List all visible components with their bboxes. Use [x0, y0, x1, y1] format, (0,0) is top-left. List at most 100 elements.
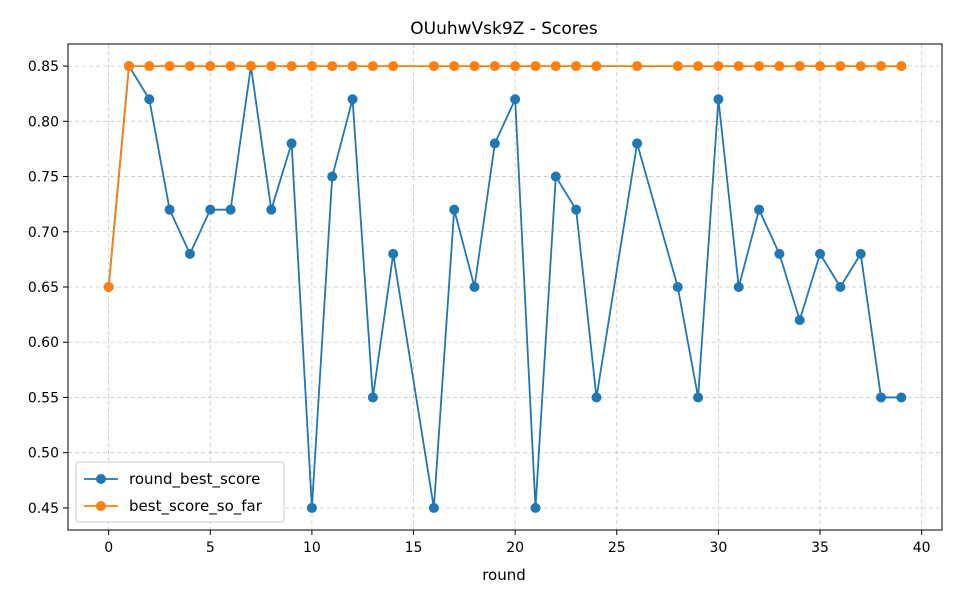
data-point-best_score_so_far: [855, 61, 866, 72]
data-point-round_best_score: [225, 204, 236, 215]
data-point-round_best_score: [306, 502, 317, 513]
legend-marker-round_best_score: [96, 474, 106, 484]
data-point-round_best_score: [184, 248, 195, 259]
data-point-best_score_so_far: [794, 61, 805, 72]
data-point-best_score_so_far: [164, 61, 175, 72]
data-point-best_score_so_far: [774, 61, 785, 72]
data-point-best_score_so_far: [225, 61, 236, 72]
y-tick-label: 0.80: [28, 114, 59, 130]
data-point-best_score_so_far: [428, 61, 439, 72]
x-tick-label: 35: [811, 540, 829, 556]
data-point-round_best_score: [591, 392, 602, 403]
data-point-best_score_so_far: [245, 61, 256, 72]
data-point-round_best_score: [388, 248, 399, 259]
x-tick-label: 40: [913, 540, 931, 556]
data-point-round_best_score: [733, 282, 744, 292]
data-point-round_best_score: [428, 502, 439, 513]
data-point-round_best_score: [632, 138, 643, 149]
legend-box: [75, 461, 285, 523]
data-point-best_score_so_far: [632, 61, 643, 72]
data-point-best_score_so_far: [327, 61, 338, 72]
data-point-best_score_so_far: [571, 61, 582, 72]
data-point-best_score_so_far: [510, 61, 521, 72]
y-tick-label: 0.85: [28, 59, 59, 75]
x-tick-label: 0: [104, 540, 113, 556]
data-point-best_score_so_far: [835, 61, 846, 72]
data-point-best_score_so_far: [754, 61, 765, 72]
data-point-best_score_so_far: [388, 61, 399, 72]
x-tick-label: 10: [303, 540, 321, 556]
y-tick-label: 0.50: [28, 446, 59, 462]
data-point-best_score_so_far: [693, 61, 704, 72]
legend: round_best_score best_score_so_far: [75, 461, 285, 523]
data-point-best_score_so_far: [876, 61, 887, 72]
data-point-round_best_score: [713, 94, 724, 105]
chart-title: OUuhwVsk9Z - Scores: [410, 19, 598, 39]
x-tick-label: 15: [405, 540, 423, 556]
data-point-best_score_so_far: [123, 61, 134, 72]
data-point-best_score_so_far: [184, 61, 195, 72]
data-point-round_best_score: [489, 138, 500, 149]
legend-marker-best_score_so_far: [96, 501, 106, 511]
data-point-best_score_so_far: [815, 61, 826, 72]
data-point-round_best_score: [286, 138, 297, 149]
data-point-best_score_so_far: [347, 61, 358, 72]
data-point-best_score_so_far: [733, 61, 744, 72]
data-point-best_score_so_far: [306, 61, 317, 72]
data-point-best_score_so_far: [591, 61, 602, 72]
data-point-best_score_so_far: [469, 61, 480, 72]
legend-label-round_best_score: round_best_score: [129, 470, 260, 489]
data-point-round_best_score: [876, 392, 887, 403]
data-point-best_score_so_far: [266, 61, 277, 72]
data-point-round_best_score: [754, 204, 765, 215]
data-point-round_best_score: [855, 248, 866, 259]
data-point-round_best_score: [510, 94, 521, 105]
y-tick-label: 0.65: [28, 280, 59, 296]
y-tick-label: 0.55: [28, 390, 59, 406]
data-point-best_score_so_far: [449, 61, 460, 72]
y-tick-label: 0.45: [28, 501, 59, 517]
series-group: [103, 61, 907, 513]
series-round_best_score: [103, 61, 907, 513]
data-point-round_best_score: [367, 392, 378, 403]
x-tick-label: 30: [710, 540, 728, 556]
data-point-best_score_so_far: [896, 61, 907, 72]
grid: [68, 44, 942, 530]
data-point-best_score_so_far: [713, 61, 724, 72]
data-point-round_best_score: [571, 204, 582, 215]
legend-label-best_score_so_far: best_score_so_far: [129, 497, 263, 516]
data-point-best_score_so_far: [489, 61, 500, 72]
y-tick-label: 0.60: [28, 335, 59, 351]
data-point-round_best_score: [815, 248, 826, 259]
data-point-round_best_score: [835, 282, 846, 292]
data-point-best_score_so_far: [550, 61, 561, 72]
y-tick-label: 0.75: [28, 170, 59, 186]
data-point-round_best_score: [449, 204, 460, 215]
data-point-round_best_score: [144, 94, 155, 105]
data-point-round_best_score: [896, 392, 907, 403]
data-point-best_score_so_far: [205, 61, 216, 72]
data-point-best_score_so_far: [286, 61, 297, 72]
data-point-round_best_score: [774, 248, 785, 259]
data-point-round_best_score: [672, 282, 683, 292]
x-tick-label: 5: [206, 540, 215, 556]
data-point-round_best_score: [530, 502, 541, 513]
data-point-round_best_score: [266, 204, 277, 215]
x-axis-label: round: [482, 566, 526, 584]
y-tick-label: 0.70: [28, 225, 59, 241]
x-axis-ticks: 0 5 10 15 20 25 30 35 40: [104, 530, 931, 556]
data-point-best_score_so_far: [672, 61, 683, 72]
data-point-round_best_score: [164, 204, 175, 215]
data-point-best_score_so_far: [144, 61, 155, 72]
data-point-best_score_so_far: [103, 282, 114, 292]
y-axis-ticks: 0.45 0.50 0.55 0.60 0.65 0.70 0.75 0.80 0.85: [28, 59, 68, 517]
series-best_score_so_far: [103, 61, 907, 292]
data-point-round_best_score: [693, 392, 704, 403]
data-point-round_best_score: [469, 282, 480, 292]
data-point-round_best_score: [205, 204, 216, 215]
data-point-best_score_so_far: [530, 61, 541, 72]
x-tick-label: 25: [608, 540, 626, 556]
data-point-round_best_score: [550, 171, 561, 182]
